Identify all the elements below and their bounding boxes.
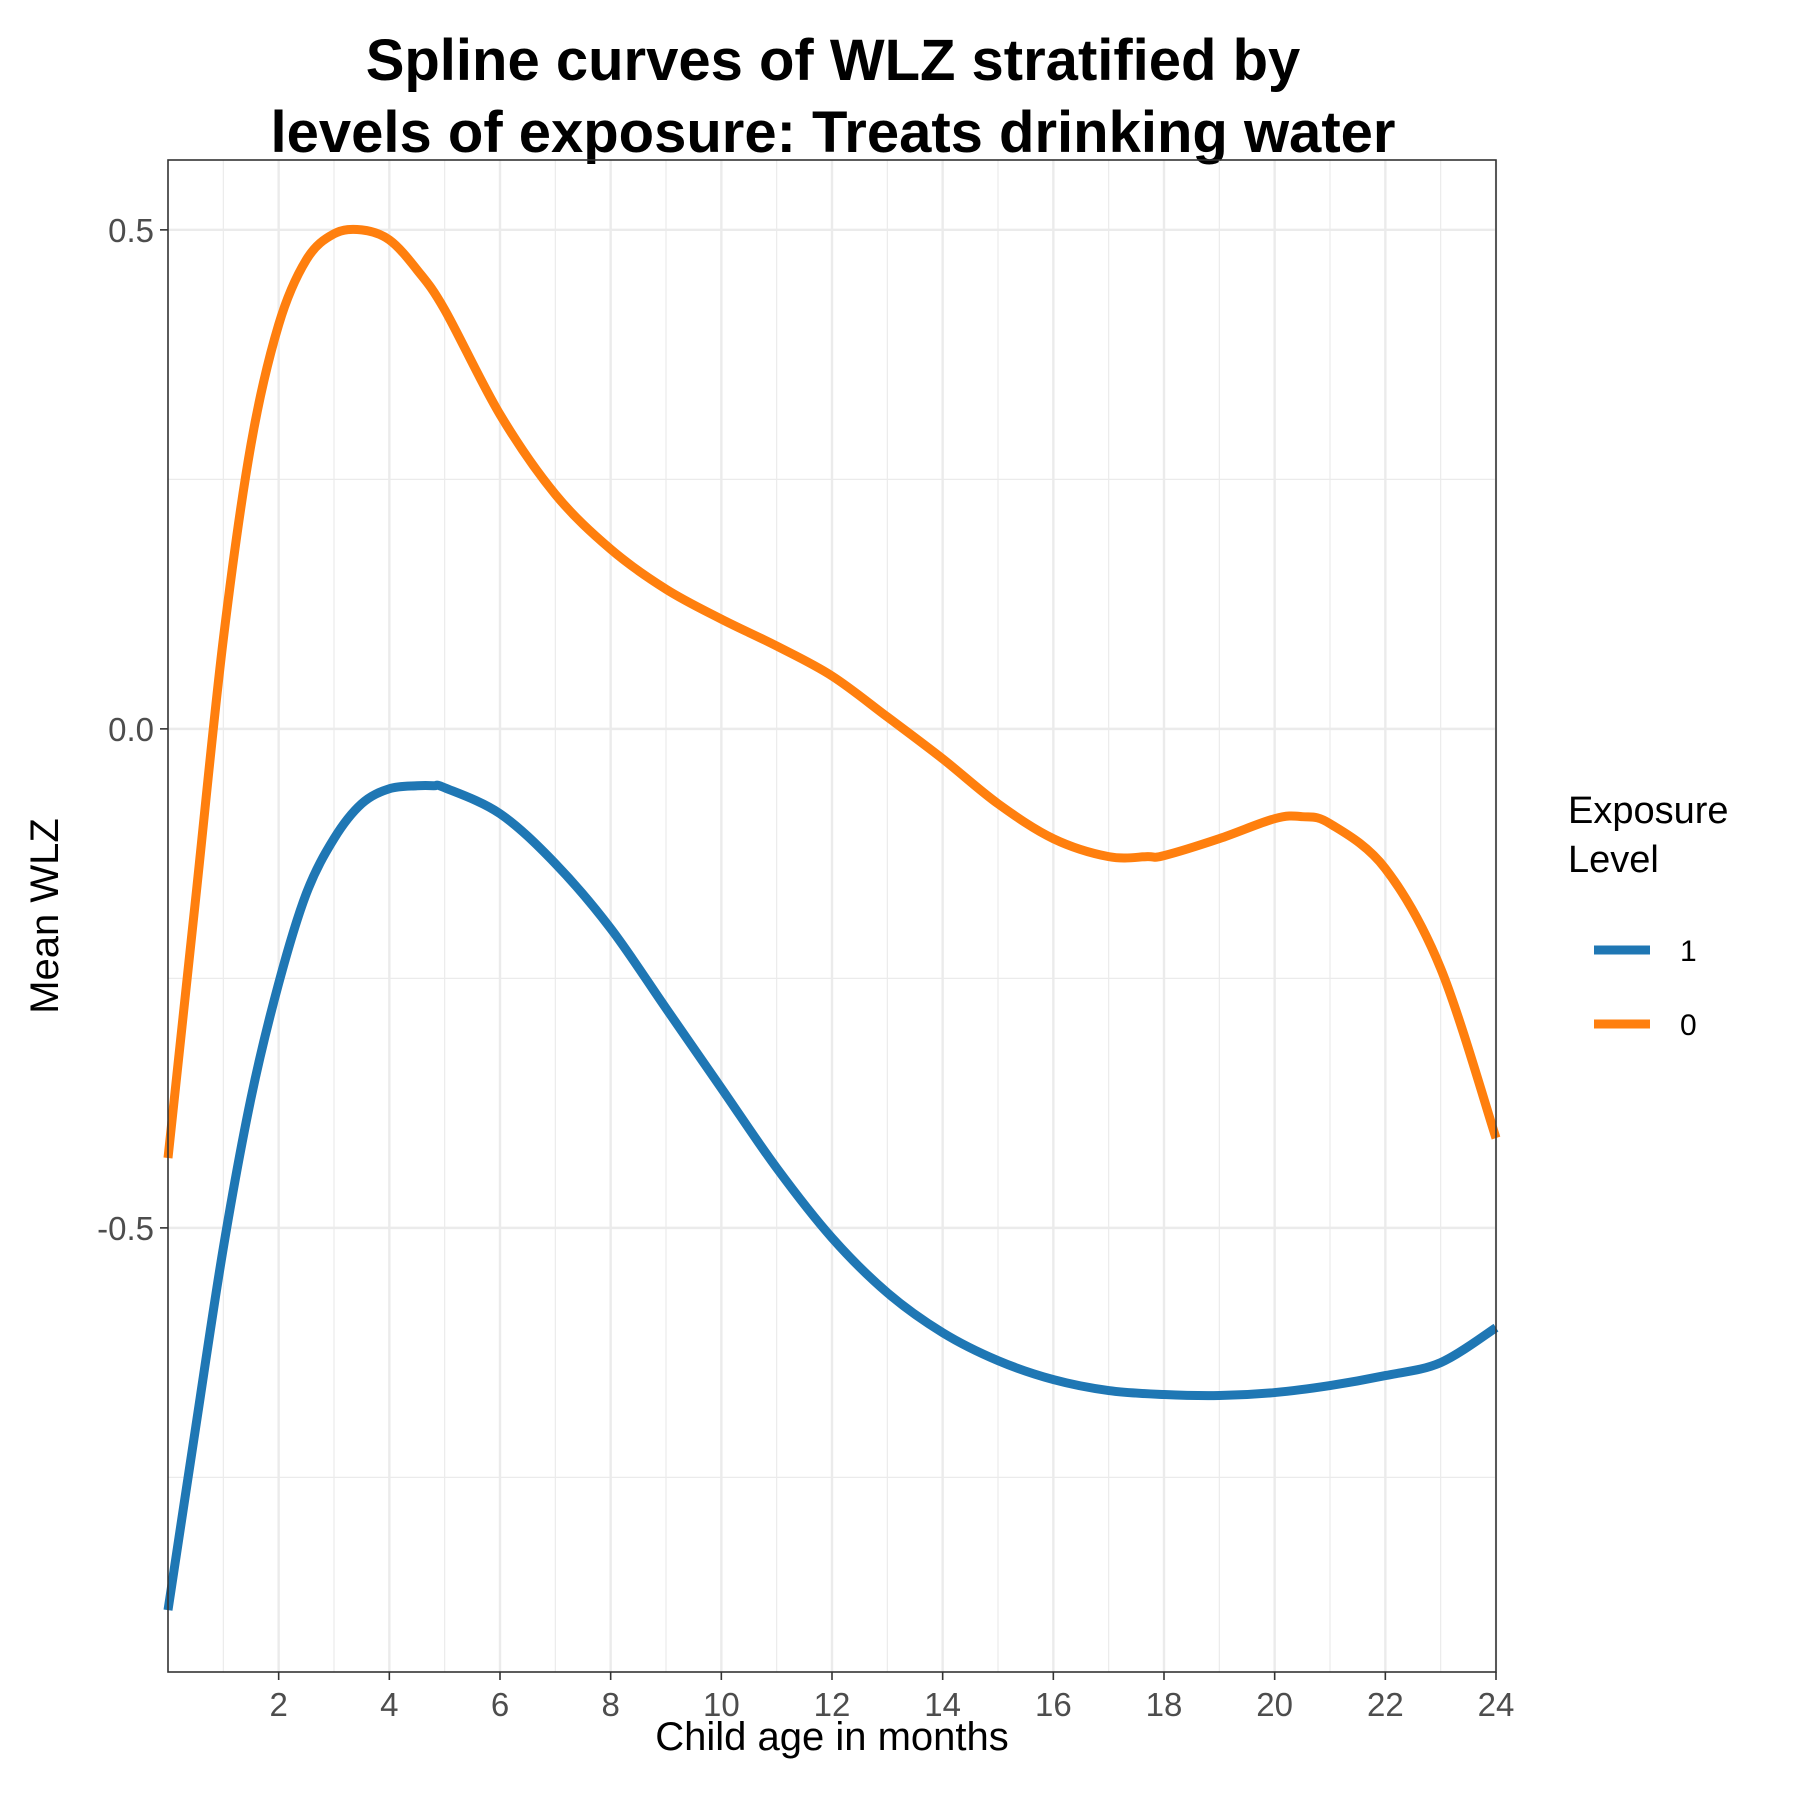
series-lines xyxy=(163,224,1501,1611)
x-tick-label: 24 xyxy=(1478,1686,1515,1723)
x-tick-label: 8 xyxy=(601,1686,619,1723)
x-tick-label: 4 xyxy=(380,1686,398,1723)
legend-label-1: 1 xyxy=(1680,935,1697,968)
x-tick-label: 10 xyxy=(703,1686,740,1723)
x-tick-label: 6 xyxy=(491,1686,509,1723)
legend: Exposure Level 10 xyxy=(1568,790,1729,1042)
legend-label-0: 0 xyxy=(1680,1009,1697,1042)
legend-title-line-2: Level xyxy=(1568,839,1659,881)
y-tick-label: -0.5 xyxy=(97,1210,154,1247)
y-axis-title: Mean WLZ xyxy=(23,818,67,1014)
x-tick-label: 16 xyxy=(1035,1686,1072,1723)
axes: 2 4 6 8 10 12 14 16 18 20 22 240.50.0-0.5 xyxy=(97,212,1514,1723)
series-line-1 xyxy=(163,780,1499,1611)
x-tick-label: 20 xyxy=(1256,1686,1293,1723)
series-line-0 xyxy=(163,224,1501,1159)
x-tick-label: 2 xyxy=(269,1686,287,1723)
y-tick-label: 0.0 xyxy=(108,711,154,748)
legend-items: 10 xyxy=(1594,935,1697,1042)
x-tick-label: 18 xyxy=(1146,1686,1183,1723)
x-tick-label: 12 xyxy=(814,1686,851,1723)
grid xyxy=(168,160,1498,1672)
y-tick-label: 0.5 xyxy=(108,212,154,249)
chart-title-line-2: levels of exposure: Treats drinking wate… xyxy=(271,100,1396,165)
x-axis-title: Child age in months xyxy=(655,1715,1009,1759)
legend-title-line-1: Exposure xyxy=(1568,790,1729,832)
x-tick-label: 22 xyxy=(1367,1686,1404,1723)
chart-title-line-1: Spline curves of WLZ stratified by xyxy=(366,28,1301,93)
x-tick-label: 14 xyxy=(924,1686,961,1723)
